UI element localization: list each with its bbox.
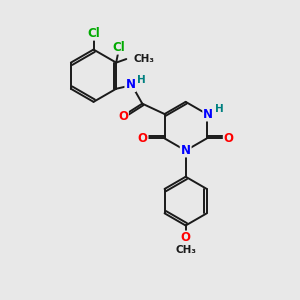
Text: O: O — [224, 132, 234, 145]
Text: CH₃: CH₃ — [175, 245, 196, 256]
Text: O: O — [181, 232, 191, 244]
Text: Cl: Cl — [87, 27, 100, 40]
Text: H: H — [215, 104, 224, 114]
Text: O: O — [138, 132, 148, 145]
Text: N: N — [125, 78, 135, 91]
Text: H: H — [137, 75, 146, 85]
Text: Cl: Cl — [112, 41, 125, 54]
Text: O: O — [118, 110, 128, 123]
Text: N: N — [203, 107, 213, 121]
Text: N: N — [181, 143, 191, 157]
Text: CH₃: CH₃ — [133, 54, 154, 64]
